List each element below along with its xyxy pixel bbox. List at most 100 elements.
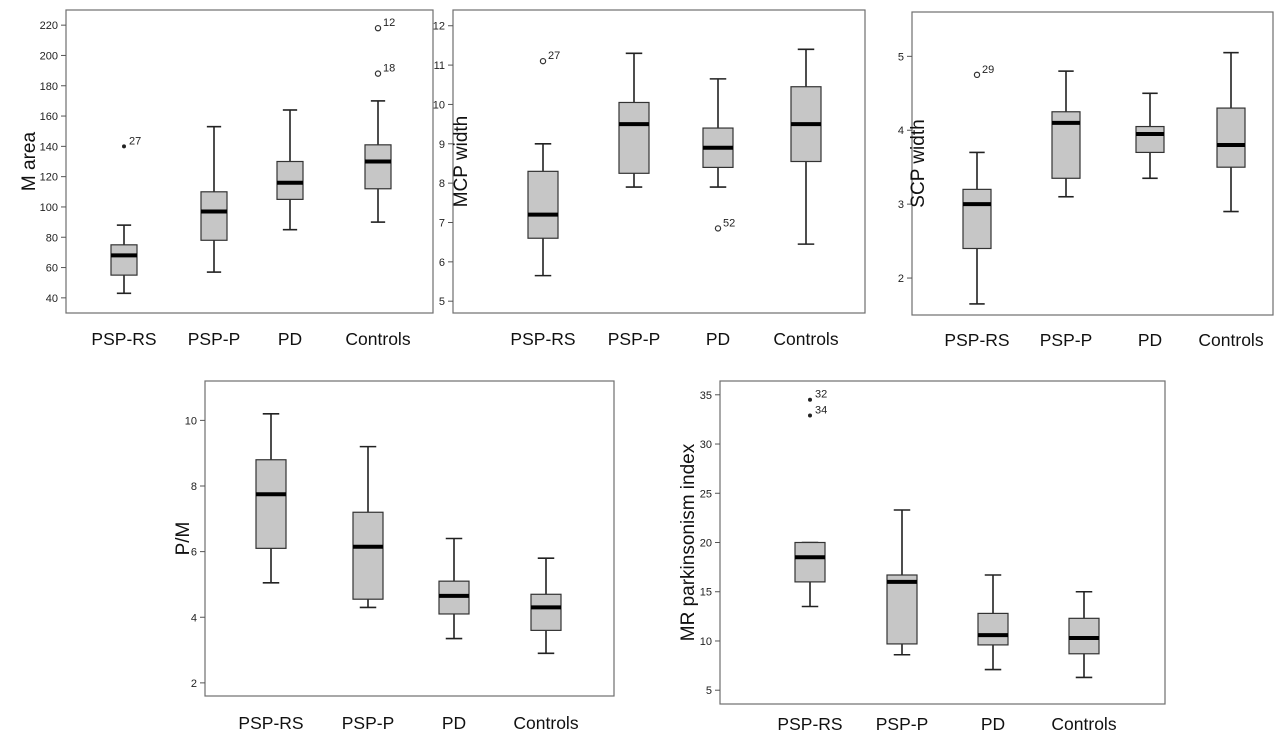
y-tick-label: 8 — [439, 178, 445, 190]
category-label-pd: PD — [981, 714, 1005, 733]
box-psp-p — [618, 52, 650, 188]
y-tick-label: 40 — [46, 293, 58, 305]
outlier-marker — [374, 24, 382, 32]
y-tick-label: 25 — [700, 488, 712, 500]
y-tick-label: 9 — [439, 139, 445, 151]
category-label-pd: PD — [706, 329, 730, 349]
y-axis-label: MR parkinsonism index — [678, 443, 699, 641]
panel-mcp-width: 5 6 7 8 9 10 11 12 MCP width PSP-RS PSP-P PD Control… — [433, 9, 866, 349]
category-label-psp-rs: PSP-RS — [510, 329, 575, 349]
iqr-box — [352, 511, 384, 600]
y-tick-label: 2 — [898, 273, 904, 285]
y-tick-label: 4 — [191, 612, 197, 624]
y-tick-label: 10 — [700, 636, 712, 648]
box-pd — [438, 537, 470, 640]
y-tick-label: 100 — [40, 202, 58, 214]
y-tick-label: 10 — [433, 99, 445, 111]
iqr-box — [364, 144, 392, 190]
y-tick-label: 5 — [706, 685, 712, 697]
iqr-box — [530, 593, 562, 631]
y-tick-label: 160 — [40, 111, 58, 123]
outlier-label: 29 — [982, 64, 994, 76]
outlier-marker — [122, 144, 126, 149]
box-psp-p — [886, 509, 918, 656]
y-tick-label: 10 — [185, 415, 197, 427]
box-psp-p — [1051, 70, 1081, 198]
outlier-label: 32 — [815, 389, 827, 401]
box-psp-p — [200, 125, 228, 273]
y-tick-label: 4 — [898, 125, 904, 137]
y-tick-label: 120 — [40, 172, 58, 184]
y-tick-label: 5 — [898, 51, 904, 63]
y-tick-label: 8 — [191, 481, 197, 493]
y-tick-label: 35 — [700, 390, 712, 402]
outlier-marker — [714, 225, 722, 232]
outlier-label: 27 — [129, 135, 141, 147]
y-tick-label: 30 — [700, 439, 712, 451]
y-tick-label: 200 — [40, 50, 58, 62]
y-tick-label: 20 — [700, 538, 712, 550]
category-label-psp-p: PSP-P — [608, 329, 661, 349]
category-label-psp-rs: PSP-RS — [91, 329, 156, 349]
outlier-marker — [808, 413, 812, 418]
category-label-pd: PD — [278, 329, 302, 349]
box-psp-rs — [255, 413, 287, 584]
box-controls — [1216, 51, 1246, 213]
box-controls — [364, 100, 392, 223]
category-label-psp-p: PSP-P — [876, 714, 929, 733]
y-tick-label: 80 — [46, 232, 58, 244]
category-label-controls: Controls — [345, 329, 410, 349]
y-tick-label: 6 — [191, 547, 197, 559]
box-pd — [1135, 92, 1165, 180]
box-psp-p — [352, 445, 384, 609]
category-label-controls: Controls — [1051, 714, 1116, 733]
box-controls — [1068, 590, 1100, 679]
outlier-marker — [808, 397, 812, 402]
y-tick-label: 60 — [46, 263, 58, 275]
outlier-marker — [973, 71, 981, 79]
iqr-box — [255, 459, 287, 549]
category-label-psp-p: PSP-P — [342, 713, 395, 733]
outlier-marker — [539, 57, 547, 65]
iqr-box — [200, 191, 228, 241]
outlier-marker — [374, 70, 382, 77]
iqr-box — [618, 101, 650, 174]
iqr-box — [1135, 125, 1165, 154]
panel-m-area: 40 60 80 100 120 140 160 180 200 220 M area PSP-RS P… — [19, 9, 434, 349]
box-controls — [530, 557, 562, 655]
box-pd — [977, 574, 1009, 671]
box-pd — [276, 109, 304, 231]
outlier-label: 52 — [723, 217, 735, 229]
y-axis-label: SCP width — [908, 119, 929, 207]
box-psp-rs — [527, 142, 559, 277]
panel-p-m: 2 4 6 8 10 P/M PSP-RS PSP-P PD Controls — [173, 380, 615, 733]
y-axis-label: MCP width — [451, 116, 472, 208]
y-tick-label: 6 — [439, 257, 445, 269]
category-label-psp-p: PSP-P — [1040, 330, 1093, 350]
category-label-psp-rs: PSP-RS — [238, 713, 303, 733]
category-label-pd: PD — [442, 713, 466, 733]
y-tick-label: 11 — [434, 60, 445, 72]
y-tick-label: 180 — [40, 81, 58, 93]
category-label-controls: Controls — [773, 329, 838, 349]
y-tick-label: 220 — [40, 20, 58, 32]
box-controls — [790, 48, 822, 245]
box-psp-rs — [794, 541, 826, 608]
plot-frame — [719, 380, 1166, 705]
panel-scp-width: 2 3 4 5 SCP width PSP-RS PSP-P PD Controls 29 — [898, 11, 1274, 350]
y-tick-label: 140 — [40, 141, 58, 153]
outlier-label: 18 — [383, 63, 395, 75]
category-label-controls: Controls — [513, 713, 578, 733]
panel-mr-parkinsonism-index: 5 10 15 20 25 30 35 MR parkinsonism index PSP-RS… — [678, 380, 1166, 733]
y-tick-label: 15 — [700, 587, 712, 599]
category-label-pd: PD — [1138, 330, 1162, 350]
box-pd — [702, 78, 734, 188]
iqr-box — [886, 574, 918, 645]
iqr-box — [276, 160, 304, 200]
category-label-psp-rs: PSP-RS — [944, 330, 1009, 350]
category-label-psp-rs: PSP-RS — [777, 714, 842, 733]
plot-frame — [911, 11, 1274, 316]
outlier-label: 12 — [383, 17, 395, 29]
y-tick-label: 2 — [191, 678, 197, 690]
